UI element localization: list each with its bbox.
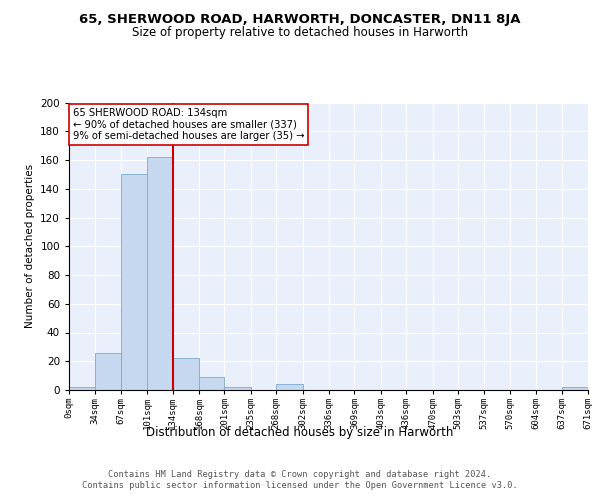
Text: Contains HM Land Registry data © Crown copyright and database right 2024.
Contai: Contains HM Land Registry data © Crown c… [82, 470, 518, 490]
Bar [199, 377, 224, 390]
Bar [147, 157, 173, 390]
Bar [173, 358, 199, 390]
Text: 65, SHERWOOD ROAD, HARWORTH, DONCASTER, DN11 8JA: 65, SHERWOOD ROAD, HARWORTH, DONCASTER, … [79, 12, 521, 26]
Text: 65 SHERWOOD ROAD: 134sqm
← 90% of detached houses are smaller (337)
9% of semi-d: 65 SHERWOOD ROAD: 134sqm ← 90% of detach… [73, 108, 304, 142]
Bar [276, 384, 302, 390]
Y-axis label: Number of detached properties: Number of detached properties [25, 164, 35, 328]
Bar [562, 387, 588, 390]
Bar [121, 174, 147, 390]
Text: Distribution of detached houses by size in Harworth: Distribution of detached houses by size … [146, 426, 454, 439]
Bar [224, 387, 251, 390]
Bar [95, 352, 121, 390]
Bar [69, 387, 95, 390]
Text: Size of property relative to detached houses in Harworth: Size of property relative to detached ho… [132, 26, 468, 39]
